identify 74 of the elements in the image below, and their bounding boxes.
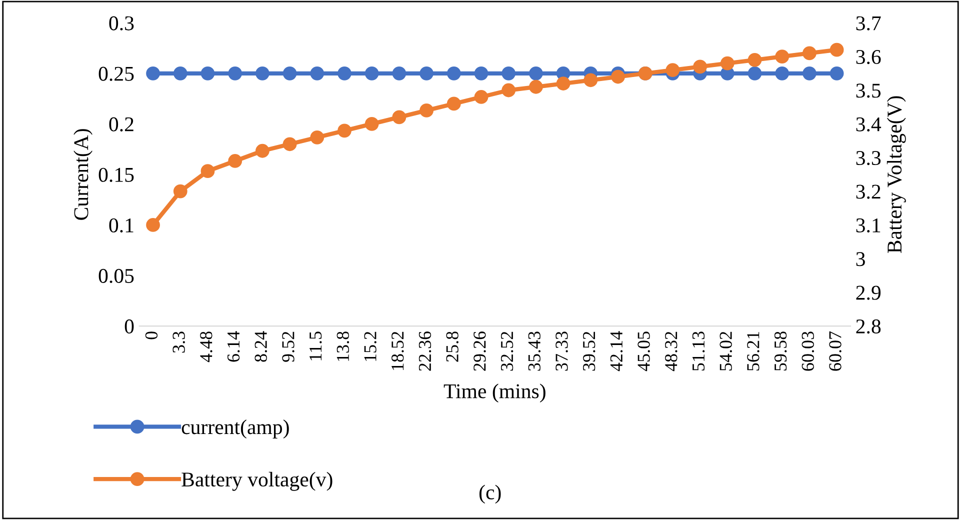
point bbox=[830, 42, 844, 57]
x-tick-label: 6.14 bbox=[227, 331, 240, 362]
y-tick-label: 0 bbox=[124, 319, 134, 334]
x-tick-label: 25.8 bbox=[446, 332, 458, 362]
x-tick-label: 42.14 bbox=[610, 331, 623, 372]
x-tick-label: 3.3 bbox=[172, 332, 185, 353]
x-tick-label: 11.5 bbox=[310, 332, 322, 360]
point bbox=[228, 154, 242, 168]
x-tick-label: 56.21 bbox=[747, 332, 760, 370]
point bbox=[200, 164, 215, 178]
point bbox=[420, 104, 434, 118]
y2-tick-label: 2.8 bbox=[856, 319, 881, 334]
point bbox=[775, 50, 790, 64]
y-axis-title: Current(A) bbox=[74, 129, 92, 220]
x-tick-label: 22.36 bbox=[418, 331, 432, 371]
point bbox=[584, 73, 598, 88]
x-tick-label: 35.43 bbox=[528, 332, 541, 371]
x-tick-label: 37.33 bbox=[556, 332, 568, 371]
point bbox=[173, 184, 188, 198]
point bbox=[282, 137, 297, 152]
y2-tick-label: 3.2 bbox=[856, 184, 880, 199]
point bbox=[611, 70, 625, 84]
point bbox=[748, 52, 762, 67]
y2-tick-label: 3.4 bbox=[856, 117, 882, 132]
point bbox=[338, 124, 352, 138]
y-tick-label: 0.15 bbox=[98, 168, 134, 182]
x-tick-label: 51.13 bbox=[692, 332, 705, 370]
point bbox=[146, 218, 160, 232]
y2-tick-label: 3.3 bbox=[856, 151, 881, 166]
y2-tick-label: 2.9 bbox=[856, 286, 881, 300]
text: (c) bbox=[479, 484, 501, 504]
point bbox=[446, 96, 461, 111]
y2-tick-label: 3.5 bbox=[856, 84, 881, 98]
x-tick-label: 60.07 bbox=[829, 331, 842, 371]
x-tick-label: 18.52 bbox=[392, 332, 404, 370]
x-tick-label: 39.52 bbox=[583, 332, 596, 371]
y-tick-label: 0.2 bbox=[109, 117, 134, 132]
x-tick-label: 13.8 bbox=[336, 332, 350, 361]
x-tick-label: 59.58 bbox=[774, 332, 787, 370]
y-tick-label: 0.1 bbox=[109, 218, 134, 233]
y-tick-label: 0.3 bbox=[109, 16, 134, 30]
point bbox=[310, 130, 324, 144]
x-tick-label: 48.32 bbox=[665, 332, 678, 372]
legend-label: Battery voltage(v) bbox=[182, 472, 332, 491]
point bbox=[255, 144, 270, 158]
x-tick-label: 29.26 bbox=[474, 331, 486, 371]
point bbox=[666, 63, 680, 77]
point bbox=[364, 116, 379, 131]
y2-tick-label: 3.7 bbox=[856, 16, 881, 30]
point bbox=[392, 110, 406, 124]
x-tick-label: 0 bbox=[145, 332, 158, 340]
x-tick-label: 8.24 bbox=[254, 331, 268, 362]
point bbox=[693, 60, 707, 74]
x-tick-label: 15.2 bbox=[364, 332, 376, 361]
point bbox=[556, 76, 570, 90]
x-tick-label: 54.02 bbox=[720, 332, 732, 370]
point bbox=[502, 83, 516, 98]
point bbox=[802, 46, 816, 60]
y-tick-label: 0.25 bbox=[98, 66, 134, 81]
y-tick-label: 0.05 bbox=[98, 268, 134, 284]
y2-tick-label: 3 bbox=[856, 252, 865, 266]
x-axis-title: Time (mins) bbox=[444, 384, 546, 403]
x-tick-label: 45.05 bbox=[638, 332, 650, 372]
legend-label: current(amp) bbox=[182, 420, 289, 438]
x-tick-label: 9.52 bbox=[282, 332, 294, 362]
x-tick-label: 4.48 bbox=[200, 332, 212, 362]
x-tick-label: 60.03 bbox=[802, 332, 814, 371]
y2-tick-label: 3.1 bbox=[856, 218, 880, 233]
x-tick-label: 32.52 bbox=[500, 332, 514, 371]
y2-tick-label: 3.6 bbox=[856, 50, 881, 64]
y2-axis-title: Battery Voltage(V) bbox=[886, 96, 906, 254]
point bbox=[528, 80, 543, 94]
point bbox=[474, 90, 488, 104]
point bbox=[720, 56, 734, 70]
